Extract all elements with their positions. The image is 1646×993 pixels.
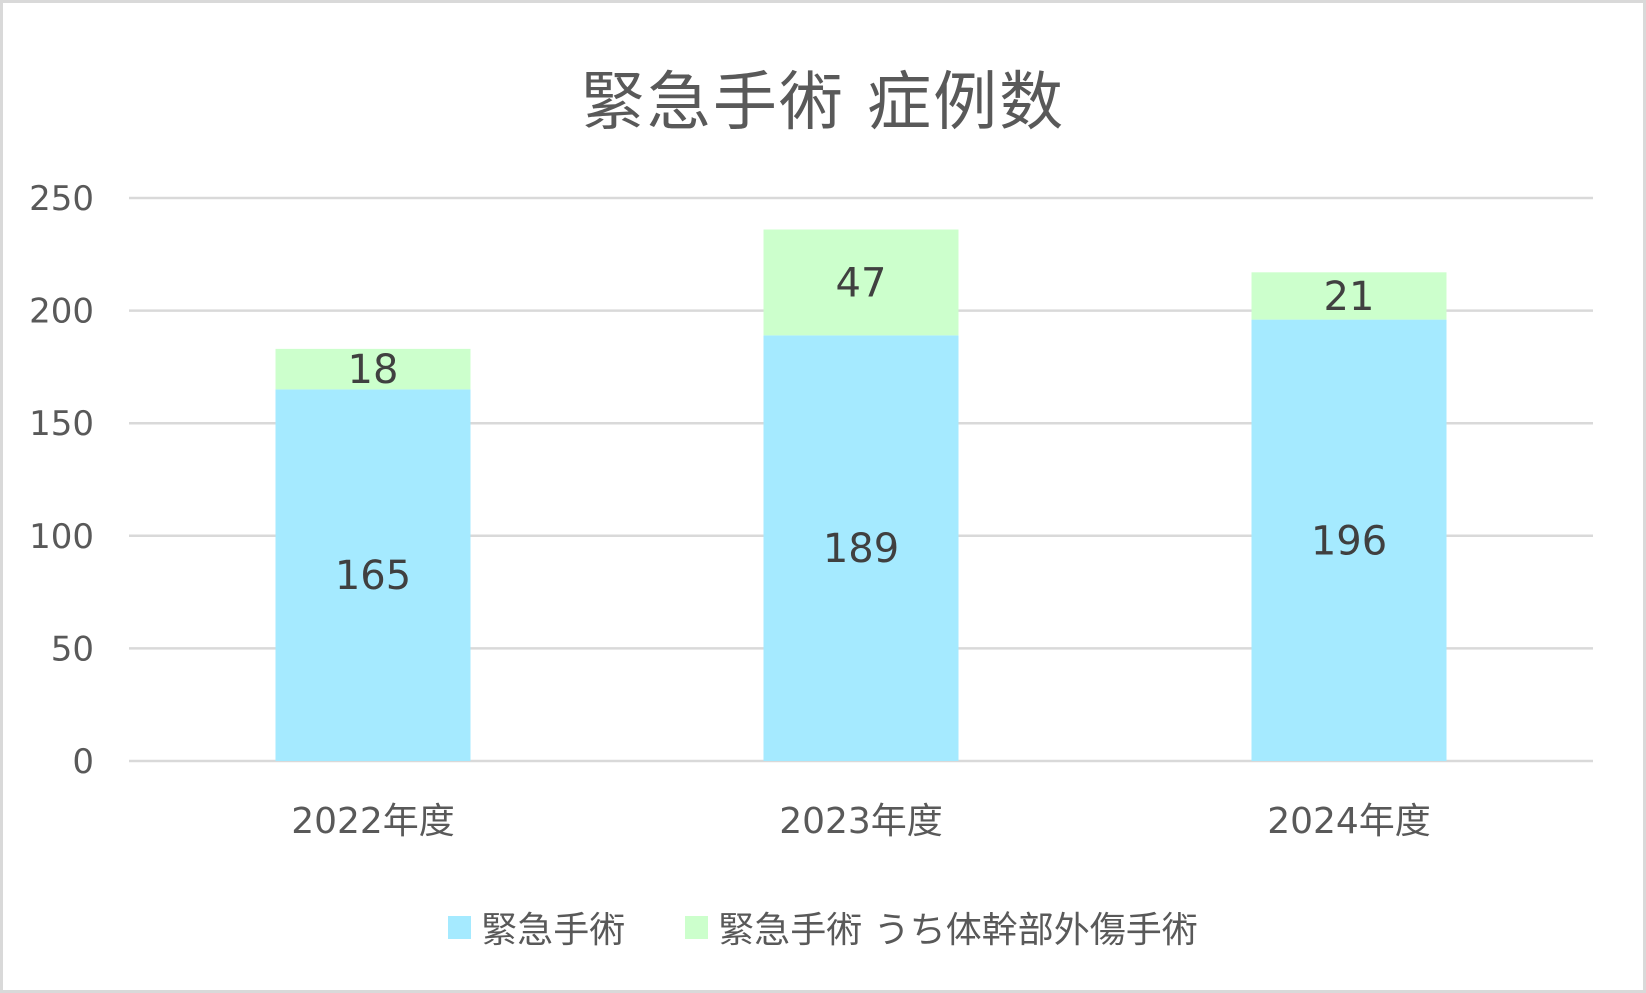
legend: 緊急手術 緊急手術 うち体幹部外傷手術 [3,901,1643,953]
chart-plot: 0 50 100 150 200 250 165 18 2022年度 189 47 2023年度 196… [29,179,1593,842]
data-label-2-3: 21 [1324,274,1375,320]
legend-item-series-1: 緊急手術 [448,901,625,953]
bar-1-2 [763,335,959,761]
y-tick-label-100: 100 [29,517,94,557]
x-tick-label-1: 2022年度 [291,801,455,842]
chart-title: 緊急手術 症例数 [580,66,1066,140]
legend-label-series-2: 緊急手術 うち体幹部外傷手術 [718,910,1198,951]
y-tick-label-250: 250 [29,179,94,219]
x-tick-label-2: 2023年度 [779,801,943,842]
y-tick-label-50: 50 [51,629,94,669]
y-tick-label-200: 200 [29,292,94,332]
data-label-2-2: 47 [836,260,887,306]
x-tick-label-3: 2024年度 [1267,801,1431,842]
bar-1-1 [275,389,471,761]
bar-1-3 [1251,319,1447,761]
legend-label-series-1: 緊急手術 [481,910,626,951]
bar-2-3 [1251,272,1447,320]
bar-2-1 [275,348,471,390]
bar-2-2 [763,229,959,336]
legend-swatch-series-1 [448,915,472,939]
legend-swatch-series-2 [685,915,709,939]
data-label-1-2: 189 [823,526,899,572]
y-tick-label-150: 150 [29,404,94,444]
data-label-2-1: 18 [348,347,399,393]
data-label-1-3: 196 [1311,518,1387,564]
data-label-1-1: 165 [335,553,411,599]
y-tick-label-0: 0 [72,742,94,782]
legend-item-series-2: 緊急手術 うち体幹部外傷手術 [685,901,1198,953]
